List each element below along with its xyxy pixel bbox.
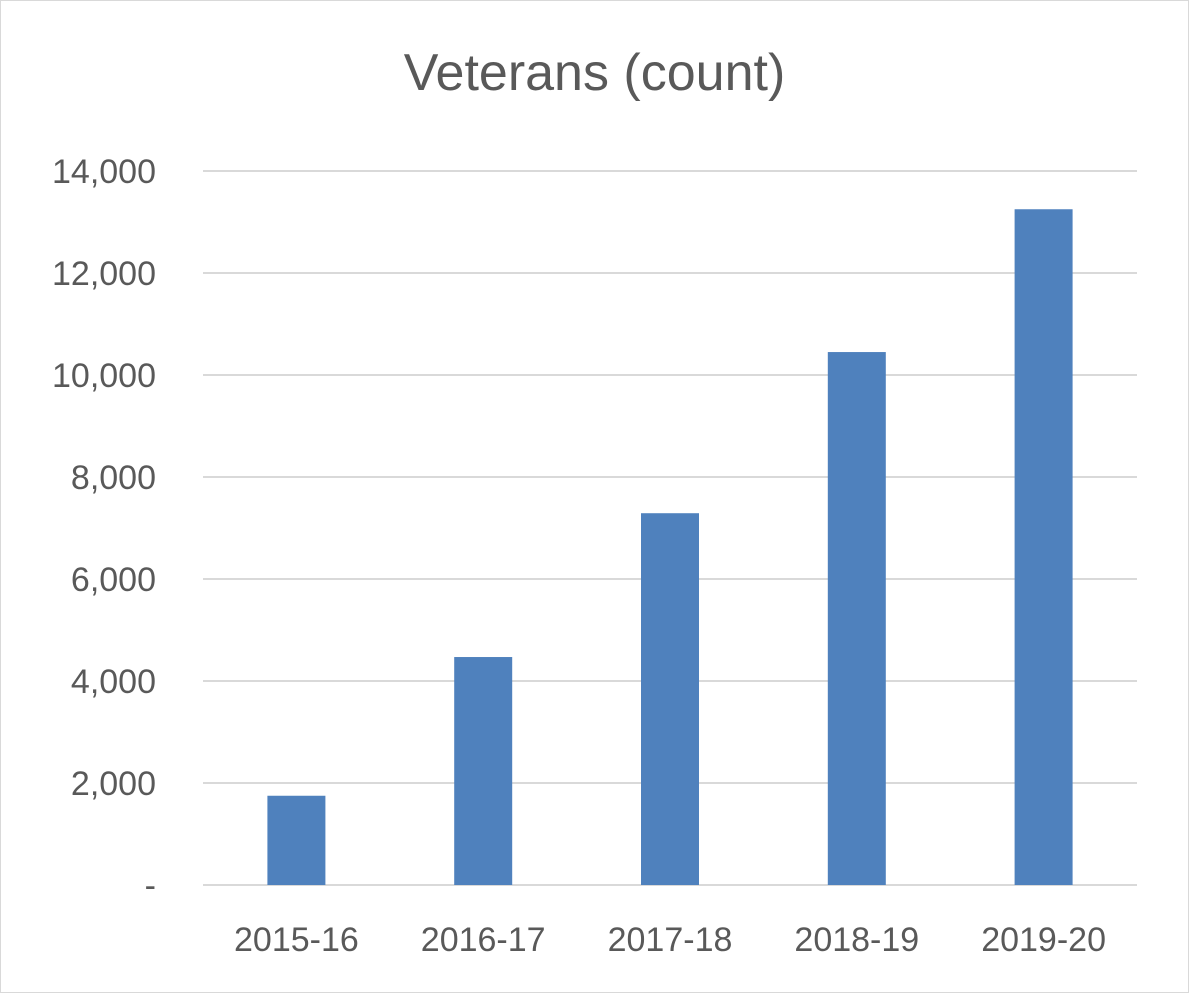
- y-tick-label: 14,000: [52, 153, 156, 191]
- y-tick-label: 2,000: [71, 765, 156, 803]
- y-tick-label: 4,000: [71, 663, 156, 701]
- y-tick-label: 12,000: [52, 255, 156, 293]
- y-tick-label: 8,000: [71, 459, 156, 497]
- x-tick-label: 2017-18: [608, 921, 733, 959]
- x-tick-label: 2018-19: [794, 921, 919, 959]
- x-tick-label: 2016-17: [421, 921, 546, 959]
- x-tick-label: 2015-16: [234, 921, 359, 959]
- bar-2017-18: [641, 513, 699, 885]
- bar-2018-19: [827, 352, 886, 885]
- bar-2015-16: [267, 795, 326, 885]
- x-tick-label: 2019-20: [981, 921, 1106, 959]
- bars: [267, 209, 1073, 885]
- y-tick-label: 6,000: [71, 561, 156, 599]
- y-tick-label: -: [145, 867, 156, 905]
- bar-2019-20: [1014, 209, 1073, 885]
- chart-title: Veterans (count): [403, 44, 786, 102]
- bar-2016-17: [454, 657, 513, 885]
- x-axis-tick-labels: 2015-16 2016-17 2017-18 2018-19 2019-20: [234, 921, 1106, 959]
- y-tick-label: 10,000: [52, 357, 156, 395]
- y-axis-tick-labels: - 2,000 4,000 6,000 8,000 10,000 12,000 14,000: [52, 153, 156, 905]
